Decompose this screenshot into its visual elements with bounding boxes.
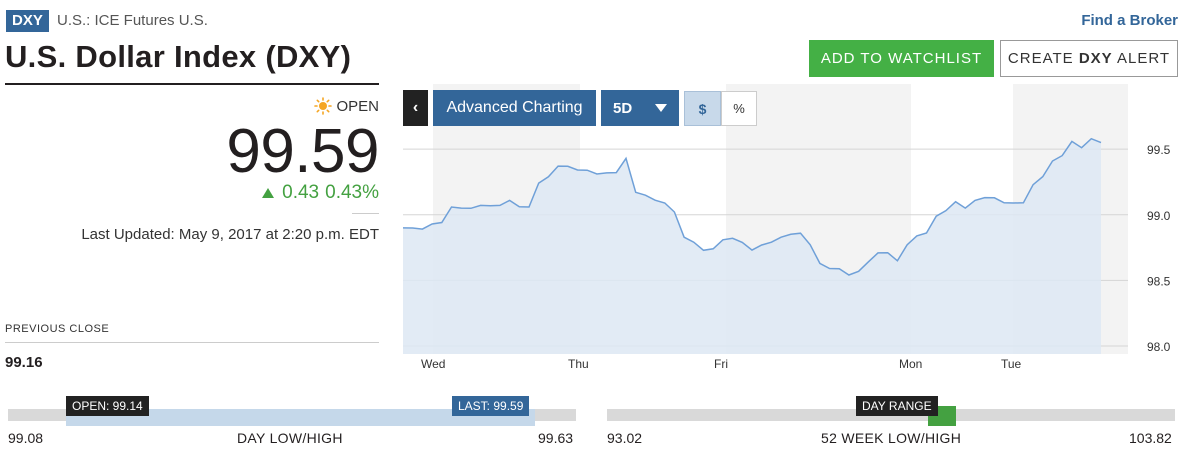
- change-percent: 0.43%: [325, 182, 379, 203]
- last-updated: Last Updated: May 9, 2017 at 2:20 p.m. E…: [81, 226, 379, 243]
- y-tick-label: 99.5: [1147, 143, 1171, 157]
- open-flag: OPEN: 99.14: [66, 396, 149, 416]
- title-divider: [5, 83, 379, 85]
- y-tick-label: 98.0: [1147, 340, 1171, 354]
- up-arrow-icon: [262, 188, 275, 198]
- x-axis: Wed Thu Fri Mon Tue: [421, 357, 1022, 371]
- market-status-label: OPEN: [336, 97, 379, 115]
- price-chart[interactable]: 99.5 99.0 98.5 98.0 Wed Thu Fri Mon Tue: [403, 84, 1178, 374]
- year-low: 93.02: [607, 430, 643, 446]
- collapse-button[interactable]: ‹: [403, 90, 428, 126]
- last-flag: LAST: 99.59: [452, 396, 530, 416]
- create-alert-button[interactable]: CREATE DXY ALERT: [1000, 40, 1178, 77]
- percent-toggle[interactable]: %: [721, 91, 757, 126]
- day-high: 99.63: [538, 430, 574, 446]
- ticker-badge: DXY: [6, 10, 49, 32]
- y-tick-label: 98.5: [1147, 274, 1171, 288]
- time-range-label: 5D: [613, 99, 633, 117]
- price-change: 0.43 0.43%: [262, 182, 379, 204]
- previous-close-divider: [5, 342, 379, 343]
- previous-close-value: 99.16: [5, 354, 43, 371]
- alert-prefix: CREATE: [1007, 50, 1074, 67]
- x-tick-label: Tue: [1001, 357, 1022, 371]
- x-tick-label: Wed: [421, 357, 445, 371]
- find-broker-link[interactable]: Find a Broker: [1081, 12, 1178, 29]
- x-tick-label: Thu: [568, 357, 589, 371]
- chart-line: [403, 137, 1102, 276]
- exchange-label: U.S.: ICE Futures U.S.: [57, 12, 208, 29]
- dollar-toggle[interactable]: $: [684, 91, 721, 126]
- time-range-select[interactable]: 5D: [601, 90, 679, 126]
- day-range-label: DAY LOW/HIGH: [237, 430, 343, 446]
- day-range-fill: [66, 409, 535, 426]
- x-tick-label: Mon: [899, 357, 922, 371]
- last-price: 99.59: [226, 117, 379, 186]
- day-low: 99.08: [8, 430, 44, 446]
- change-value: 0.43: [282, 182, 320, 203]
- sun-icon: [314, 97, 333, 115]
- advanced-charting-button[interactable]: Advanced Charting: [433, 90, 596, 126]
- x-tick-label: Fri: [714, 357, 728, 371]
- alert-ticker: DXY: [1078, 50, 1113, 67]
- alert-suffix: ALERT: [1117, 50, 1171, 67]
- day-range-flag: DAY RANGE: [856, 396, 938, 416]
- add-to-watchlist-button[interactable]: ADD TO WATCHLIST: [809, 40, 994, 77]
- page-title: U.S. Dollar Index (DXY): [5, 39, 352, 74]
- chevron-down-icon: [655, 104, 667, 112]
- chart-area: [403, 138, 1101, 354]
- y-tick-label: 99.0: [1147, 209, 1171, 223]
- y-axis: 99.5 99.0 98.5 98.0: [1147, 143, 1171, 354]
- market-status: OPEN: [314, 97, 379, 115]
- change-divider: [352, 213, 379, 214]
- previous-close-label: PREVIOUS CLOSE: [5, 323, 110, 335]
- year-range-label: 52 WEEK LOW/HIGH: [821, 430, 962, 446]
- year-high: 103.82: [1129, 430, 1172, 446]
